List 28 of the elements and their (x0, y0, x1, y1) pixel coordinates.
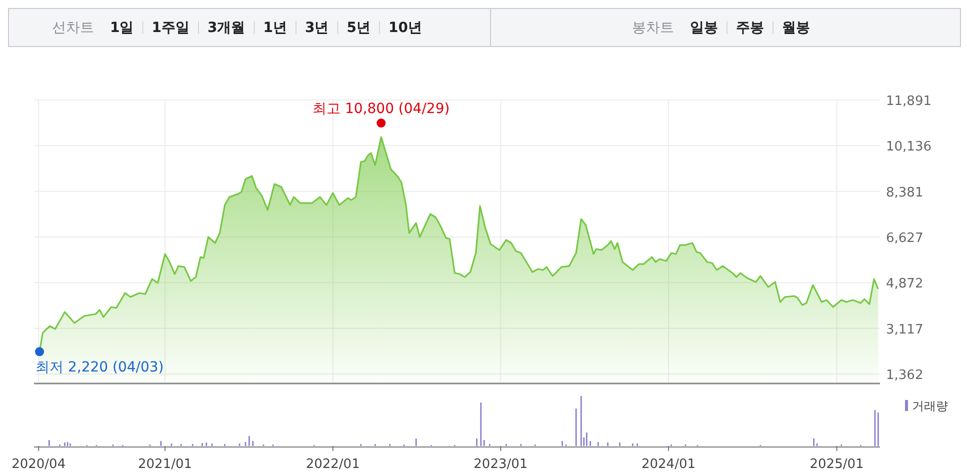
x-tick-label: 2023/01 (474, 457, 528, 472)
legend-label: 거래량 (912, 399, 948, 413)
text: 주봉 (736, 20, 764, 36)
y-tick-label: 8,381 (886, 185, 924, 200)
x-tick-label: 2024/01 (641, 457, 696, 472)
text: 10년 (388, 20, 422, 36)
y-tick-label: 3,117 (886, 322, 924, 338)
text: 3년 (305, 20, 329, 36)
text: 봉차트 (632, 20, 674, 36)
text: 월봉 (782, 20, 810, 36)
text: 선차트 (52, 20, 94, 36)
text: 1일 (110, 20, 134, 36)
x-tick-label: 2020/04 (12, 457, 66, 472)
x-tick-label: 2022/01 (306, 457, 360, 472)
text: 3개월 (208, 20, 246, 36)
y-tick-label: 10,136 (886, 140, 932, 155)
text: 1년 (263, 20, 287, 36)
text: 5년 (346, 20, 370, 36)
y-tick-label: 4,872 (886, 276, 924, 292)
y-tick-label: 11,891 (886, 94, 932, 109)
text: 1주일 (152, 20, 190, 36)
annotation: 최저 2,220 (04/03) (36, 360, 164, 376)
annotation: 최고 10,800 (04/29) (312, 101, 450, 118)
x-tick-label: 2021/01 (138, 457, 192, 472)
text: 일봉 (690, 20, 718, 36)
x-tick-label: 2025/01 (810, 457, 864, 472)
y-tick-label: 1,362 (886, 368, 924, 383)
y-tick-label: 6,627 (886, 230, 924, 246)
